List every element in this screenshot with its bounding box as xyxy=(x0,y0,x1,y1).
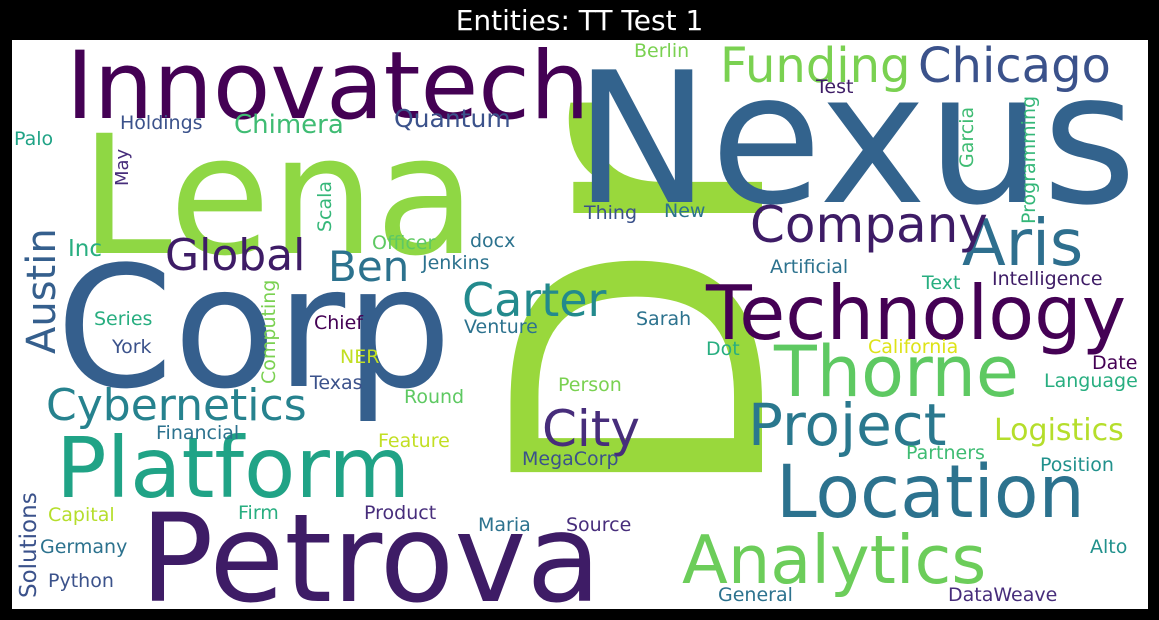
word-global: Global xyxy=(165,230,306,281)
word-dot: Dot xyxy=(706,338,740,360)
word-carter: Carter xyxy=(462,273,607,327)
word-date: Date xyxy=(1092,352,1138,374)
word-solutions: Solutions xyxy=(16,492,42,598)
word-may: May xyxy=(112,148,133,186)
word-inc: Inc xyxy=(68,236,103,262)
word-python: Python xyxy=(48,570,114,592)
word-capital: Capital xyxy=(48,504,115,526)
word-petrova: Petrova xyxy=(140,488,602,609)
word-analytics: Analytics xyxy=(682,521,987,599)
word-artificial: Artificial xyxy=(770,256,849,278)
word-funding: Funding xyxy=(720,40,911,94)
word-quantum: Quantum xyxy=(394,104,511,133)
word-officer: Officer xyxy=(372,232,436,254)
word-test: Test xyxy=(816,76,854,98)
word-austin: Austin xyxy=(19,228,65,354)
word-texas: Texas xyxy=(310,372,363,394)
word-aris: Aris xyxy=(962,207,1084,281)
word-project: Project xyxy=(748,391,947,459)
word-position: Position xyxy=(1040,454,1114,476)
word-germany: Germany xyxy=(40,536,128,558)
word-docx: docx xyxy=(470,230,516,252)
word-firm: Firm xyxy=(238,502,279,524)
word-intelligence: Intelligence xyxy=(992,268,1103,290)
word-innovatech: Innovatech xyxy=(66,40,590,141)
chart-title: Entities: TT Test 1 xyxy=(455,4,704,37)
word-new: New xyxy=(664,200,706,222)
word-thing: Thing xyxy=(584,202,638,224)
word-company: Company xyxy=(750,196,988,254)
word-partners: Partners xyxy=(906,442,985,464)
word-platform: Platform xyxy=(56,419,411,517)
word-language: Language xyxy=(1044,370,1138,392)
word-lena: Lena xyxy=(80,100,477,292)
word-technology: Technology xyxy=(706,269,1127,357)
word-source: Source xyxy=(566,514,632,536)
word-california: California xyxy=(868,336,959,358)
word-product: Product xyxy=(364,502,437,524)
word-garcia: Garcia xyxy=(956,106,978,168)
word-financial: Financial xyxy=(156,422,240,444)
word-round: Round xyxy=(404,386,465,408)
word-jenkins: Jenkins xyxy=(422,252,490,274)
word-dataweave: DataWeave xyxy=(948,584,1058,606)
word-ben: Ben xyxy=(328,242,410,291)
word-logistics: Logistics xyxy=(994,413,1124,448)
word-berlin: Berlin xyxy=(634,40,690,62)
word-nexus: Nexus xyxy=(574,40,1137,245)
word-ner: NER xyxy=(340,346,380,368)
word-chicago: Chicago xyxy=(918,40,1111,94)
word-person: Person xyxy=(558,374,622,396)
word-thorne: Thorne xyxy=(774,331,1019,413)
word-cybernetics: Cybernetics xyxy=(46,380,307,431)
word-general: General xyxy=(718,584,793,606)
word-york: York xyxy=(112,336,152,358)
word-text: Text xyxy=(922,272,961,294)
word-alto: Alto xyxy=(1090,536,1128,558)
word-megacorp: MegaCorp xyxy=(522,448,619,470)
word-cloud: Dr Nexus Corp Lena Petrova Innovatech Pl… xyxy=(12,40,1148,609)
word-venture: Venture xyxy=(464,316,538,338)
word-chimera: Chimera xyxy=(234,110,344,140)
word-series: Series xyxy=(94,308,153,330)
word-scala: Scala xyxy=(314,180,336,232)
word-palo: Palo xyxy=(14,128,54,150)
word-corp: Corp xyxy=(56,230,452,426)
word-holdings: Holdings xyxy=(120,112,203,134)
word-location: Location xyxy=(776,450,1085,535)
word-city: City xyxy=(542,400,640,458)
word-programming: Programming xyxy=(1018,95,1040,224)
word-feature: Feature xyxy=(378,430,450,452)
word-computing: Computing xyxy=(258,279,280,384)
word-sarah: Sarah xyxy=(636,308,692,330)
word-chief: Chief xyxy=(314,312,363,334)
word-maria: Maria xyxy=(478,514,531,536)
